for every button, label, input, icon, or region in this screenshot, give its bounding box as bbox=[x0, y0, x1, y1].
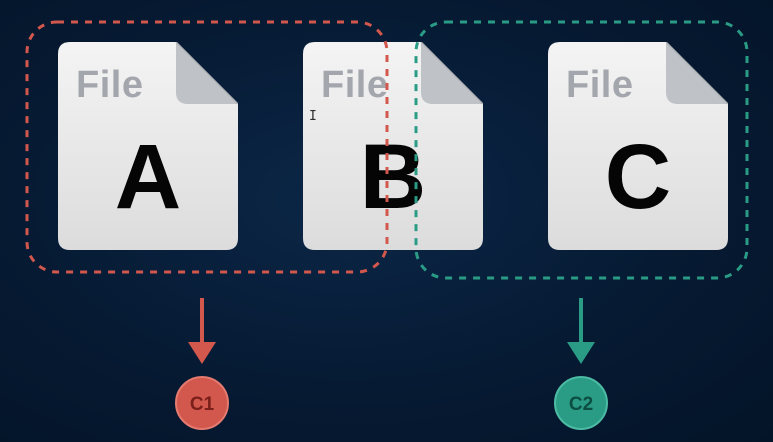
file-c-label: File bbox=[566, 64, 634, 106]
arrow-down-icon-c1 bbox=[188, 298, 216, 364]
arrow-down-icon-c2 bbox=[567, 298, 595, 364]
text-cursor-icon: I bbox=[309, 109, 317, 124]
file-b-letter: B bbox=[359, 126, 427, 228]
file-c: File C bbox=[548, 42, 728, 250]
file-a-letter: A bbox=[114, 126, 182, 228]
file-a-label: File bbox=[76, 64, 144, 106]
file-c-letter: C bbox=[604, 126, 672, 228]
badge-c2: C2 bbox=[554, 376, 608, 430]
file-a: File A bbox=[58, 42, 238, 250]
file-b-label: File bbox=[321, 64, 389, 106]
file-b: File B bbox=[303, 42, 483, 250]
badge-c1: C1 bbox=[175, 376, 229, 430]
